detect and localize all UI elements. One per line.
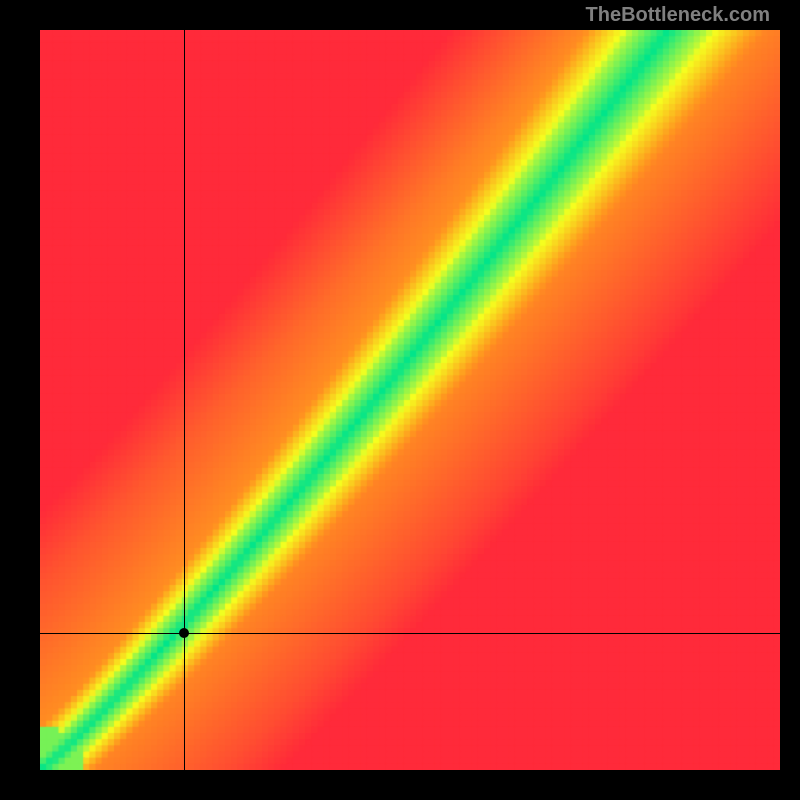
crosshair-vertical [184, 30, 185, 770]
heatmap-canvas [40, 30, 780, 770]
watermark-text: TheBottleneck.com [586, 4, 770, 27]
bottleneck-heatmap [40, 30, 780, 770]
crosshair-horizontal [40, 633, 780, 634]
